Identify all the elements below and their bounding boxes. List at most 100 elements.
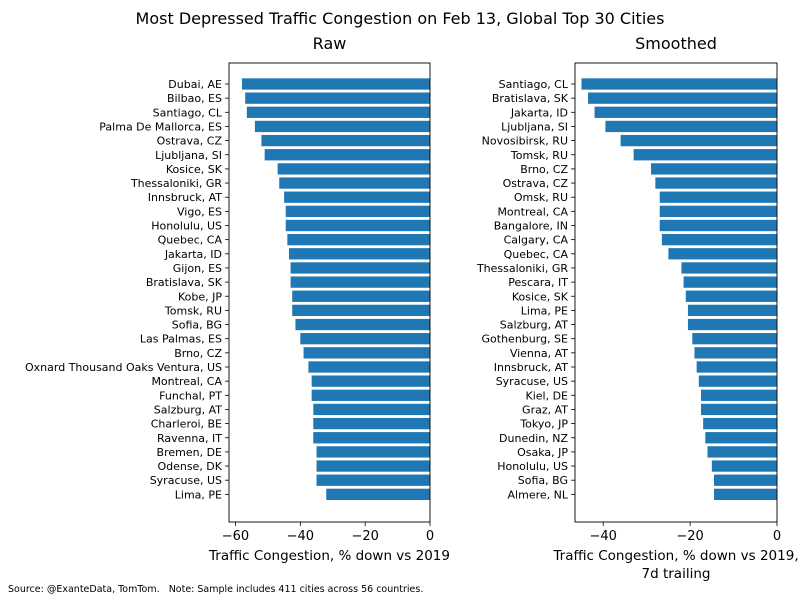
bar [261, 134, 430, 147]
y-tick-label: Tokyo, JP [519, 418, 568, 431]
y-tick-label: Sofia, BG [172, 319, 222, 332]
y-tick-label: Almere, NL [508, 488, 569, 501]
y-tick-label: Bangalore, IN [494, 220, 568, 233]
bar [316, 446, 430, 458]
bar [290, 262, 430, 274]
bar [659, 191, 777, 203]
bar [285, 205, 430, 217]
bar [308, 361, 430, 373]
bar [700, 403, 777, 416]
y-tick-label: Ljubljana, SI [155, 149, 222, 162]
bar [703, 417, 777, 430]
y-tick-label: Bratislava, SK [146, 276, 223, 289]
y-tick-label: Ljubljana, SI [501, 120, 568, 133]
y-tick-label: Montreal, CA [151, 375, 222, 388]
bar [683, 276, 777, 288]
bar [711, 460, 777, 472]
bar [694, 347, 777, 359]
y-tick-label: Oxnard Thousand Oaks Ventura, US [25, 361, 222, 374]
y-tick-label: Quebec, CA [158, 234, 223, 247]
y-tick-label: Brno, CZ [174, 347, 222, 360]
y-tick-label: Santiago, CL [153, 106, 223, 119]
x-tick-label: −40 [590, 529, 617, 544]
bar [290, 276, 430, 288]
bar [311, 389, 430, 401]
bar [287, 234, 430, 246]
y-tick-label: Bratislava, SK [492, 92, 569, 105]
x-tick-label: −40 [287, 529, 314, 544]
bar [288, 248, 430, 260]
y-tick-label: Montreal, CA [497, 205, 568, 218]
y-tick-label: Las Palmas, ES [140, 333, 222, 346]
y-tick-label: Bremen, DE [157, 446, 223, 459]
bar [696, 361, 777, 373]
bar [295, 318, 430, 331]
y-tick-label: Quebec, CA [504, 248, 569, 261]
bar [264, 149, 430, 161]
y-tick-label: Syracuse, US [150, 474, 222, 487]
bar [707, 446, 777, 458]
bar [254, 120, 430, 133]
y-tick-label: Charleroi, BE [151, 418, 222, 431]
bar [687, 318, 777, 331]
y-tick-label: Kosice, SK [166, 163, 223, 176]
y-tick-label: Jakarta, ID [510, 106, 568, 119]
y-tick-label: Kosice, SK [512, 290, 569, 303]
bar [700, 389, 777, 401]
y-tick-label: Innsbruck, AT [494, 361, 568, 374]
y-tick-label: Vigo, ES [177, 205, 222, 218]
y-tick-label: Gothenburg, SE [482, 333, 569, 346]
bar [316, 460, 430, 472]
bar [277, 163, 430, 175]
axes-frame [574, 62, 778, 523]
x-tick-label: −20 [676, 529, 703, 544]
bar [633, 149, 777, 161]
bar [594, 106, 777, 118]
chart-main-title: Most Depressed Traffic Congestion on Feb… [135, 9, 665, 28]
y-tick-label: Jakarta, ID [164, 248, 222, 261]
y-tick-label: Honolulu, US [151, 220, 222, 233]
bar [685, 290, 777, 302]
bar [714, 488, 777, 500]
x-tick-label: 0 [773, 529, 781, 544]
bar [581, 78, 777, 90]
x-tick-label: −60 [222, 529, 249, 544]
panel-title: Smoothed [635, 34, 717, 53]
bar [714, 474, 777, 486]
bar [655, 177, 777, 189]
y-tick-label: Ostrava, CZ [157, 135, 223, 148]
bar [588, 92, 777, 104]
axes-frame [228, 62, 431, 523]
bar [292, 304, 430, 317]
y-tick-label: Kobe, JP [178, 290, 222, 303]
y-tick-label: Osaka, JP [517, 446, 568, 459]
y-tick-label: Innsbruck, AT [148, 191, 222, 204]
y-tick-label: Odense, DK [157, 460, 222, 473]
bar [681, 262, 777, 274]
bar [661, 234, 777, 246]
y-tick-label: Novosibirsk, RU [482, 135, 568, 148]
y-tick-label: Salzburg, AT [500, 319, 568, 332]
panel-title: Raw [313, 34, 347, 53]
bar [651, 163, 777, 175]
y-tick-label: Vienna, AT [510, 347, 568, 360]
y-tick-label: Brno, CZ [520, 163, 568, 176]
bar [659, 219, 777, 232]
bar [292, 290, 430, 302]
bar [659, 205, 777, 217]
y-tick-label: Tomsk, RU [164, 304, 222, 317]
bar [698, 375, 777, 387]
bar [705, 432, 777, 444]
y-tick-label: Sofia, BG [518, 474, 568, 487]
y-tick-label: Calgary, CA [504, 234, 569, 247]
source-note: Source: @ExanteData, TomTom. Note: Sampl… [8, 584, 424, 595]
y-tick-label: Ravenna, IT [157, 432, 222, 445]
bar [313, 432, 430, 444]
bar [605, 120, 777, 133]
bar [284, 191, 430, 203]
y-tick-label: Funchal, PT [159, 389, 222, 402]
y-tick-label: Ostrava, CZ [503, 177, 569, 190]
bar [687, 304, 777, 317]
bar [313, 417, 430, 430]
